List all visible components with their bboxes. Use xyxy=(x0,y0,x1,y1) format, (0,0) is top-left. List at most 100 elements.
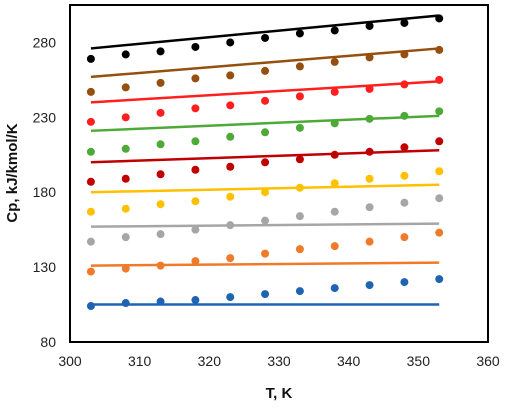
series-3-point xyxy=(435,194,444,203)
series-5-point xyxy=(435,137,444,146)
x-axis-ticks: 300 310 320 330 340 350 360 xyxy=(58,353,500,369)
series-4-point xyxy=(86,207,95,216)
y-tick-label: 80 xyxy=(40,334,56,350)
series-3-point xyxy=(226,221,235,230)
series-3-point xyxy=(86,237,95,246)
series-4-point xyxy=(435,167,444,176)
series-6-point xyxy=(86,147,95,156)
series-3-point xyxy=(121,233,130,242)
series-1-point xyxy=(435,275,444,284)
series-5-point xyxy=(261,158,270,167)
series-1-point xyxy=(261,290,270,299)
x-tick-label: 360 xyxy=(476,353,500,369)
series-5-point xyxy=(86,177,95,186)
series-5-point xyxy=(330,150,339,159)
series-8-point xyxy=(295,62,304,71)
series-1-point xyxy=(365,281,374,290)
series-8-fit-line xyxy=(90,47,440,79)
series-2-point xyxy=(191,257,200,266)
series-5-point xyxy=(400,143,409,152)
series-1-point xyxy=(295,287,304,296)
series-6-point xyxy=(261,128,270,137)
series-1-point xyxy=(86,302,95,311)
series-9-point xyxy=(400,18,409,27)
series-6-point xyxy=(365,114,374,123)
series-4-point xyxy=(261,188,270,197)
series-6-point xyxy=(156,140,165,149)
series-2-point xyxy=(295,245,304,254)
series-2-point xyxy=(330,242,339,251)
series-6-point xyxy=(121,144,130,153)
series-8-point xyxy=(156,78,165,87)
series-7-point xyxy=(191,104,200,113)
series-4-point xyxy=(191,197,200,206)
x-tick-label: 320 xyxy=(198,353,222,369)
series-7-point xyxy=(400,80,409,89)
series-8-point xyxy=(400,50,409,59)
series-3-point xyxy=(295,212,304,221)
series-8-point xyxy=(435,45,444,54)
x-tick-label: 350 xyxy=(407,353,431,369)
series-4-point xyxy=(400,171,409,180)
x-tick-label: 310 xyxy=(128,353,152,369)
series-2 xyxy=(86,228,444,276)
series-9-point xyxy=(226,38,235,47)
series-7-point xyxy=(330,87,339,96)
series-2-point xyxy=(156,261,165,270)
series-5-point xyxy=(156,170,165,179)
series-3 xyxy=(86,194,444,246)
series-3-point xyxy=(365,203,374,212)
series-7-point xyxy=(121,113,130,122)
series-4-point xyxy=(295,183,304,192)
series-4 xyxy=(86,167,444,216)
series-4-point xyxy=(365,174,374,183)
series-3-point xyxy=(400,198,409,207)
series-7-point xyxy=(295,92,304,101)
series-7-point xyxy=(261,96,270,105)
series-2-point xyxy=(400,233,409,242)
series-6-point xyxy=(435,107,444,116)
series-7-point xyxy=(86,117,95,126)
series-2-point xyxy=(226,254,235,263)
series-9-fit-line xyxy=(90,14,440,50)
series-7-point xyxy=(156,108,165,117)
series-8-point xyxy=(121,83,130,92)
y-tick-label: 230 xyxy=(33,109,57,125)
series-1-point xyxy=(156,297,165,306)
series-3-point xyxy=(156,230,165,239)
series-2-fit-line xyxy=(90,261,440,267)
series-9-point xyxy=(365,21,374,30)
series-6-fit-line xyxy=(90,114,440,133)
series-7-point xyxy=(365,84,374,93)
series-8-point xyxy=(226,71,235,80)
y-axis-title: Cp, kJ/kmol/K xyxy=(4,123,21,222)
series-7 xyxy=(86,75,444,126)
series-7-point xyxy=(435,75,444,84)
series-9-point xyxy=(156,47,165,56)
series-5-point xyxy=(365,147,374,156)
x-axis-title: T, K xyxy=(266,385,293,402)
series-8-point xyxy=(191,74,200,83)
series-8-point xyxy=(365,53,374,62)
series-5 xyxy=(86,137,444,186)
series-3-point xyxy=(330,207,339,216)
series-6-point xyxy=(400,111,409,120)
series-6-point xyxy=(330,119,339,128)
series-2-point xyxy=(435,228,444,237)
y-axis-ticks: 80 130 180 230 280 xyxy=(33,34,57,350)
series-6-point xyxy=(191,137,200,146)
series-1 xyxy=(86,275,444,311)
series-3-fit-line xyxy=(90,222,440,228)
series-9 xyxy=(86,14,444,63)
series-3-point xyxy=(191,225,200,234)
plot-frame xyxy=(69,4,489,343)
series-9-point xyxy=(261,33,270,42)
series-4-point xyxy=(226,192,235,201)
series-8 xyxy=(86,45,444,96)
series-4-point xyxy=(121,204,130,213)
series-7-fit-line xyxy=(90,80,440,104)
series-9-point xyxy=(121,50,130,59)
series-5-point xyxy=(226,162,235,171)
x-tick-label: 340 xyxy=(337,353,361,369)
